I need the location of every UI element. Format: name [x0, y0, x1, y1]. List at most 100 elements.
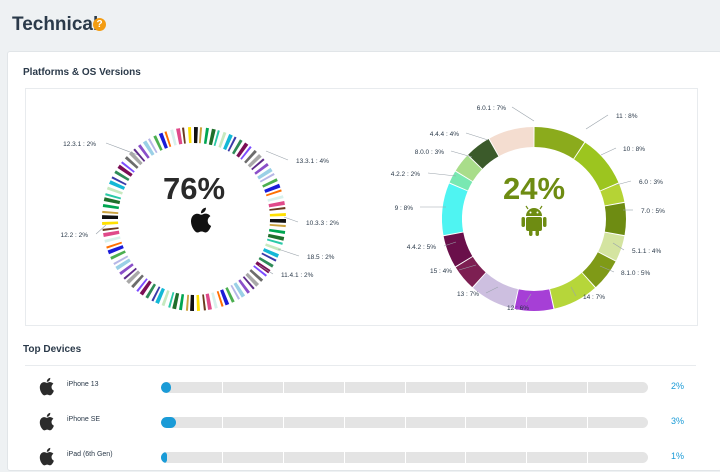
ios-slice[interactable]: [151, 286, 161, 302]
ios-slice[interactable]: [227, 136, 237, 152]
ios-slice[interactable]: [181, 127, 186, 144]
ios-slice[interactable]: [142, 140, 155, 156]
ios-slice[interactable]: [251, 158, 265, 171]
ios-slice[interactable]: [202, 294, 207, 311]
ios-slice[interactable]: [102, 227, 119, 232]
ios-slice[interactable]: [102, 204, 120, 210]
ios-slice[interactable]: [103, 197, 121, 205]
ios-slice[interactable]: [265, 189, 282, 197]
ios-slice[interactable]: [220, 289, 230, 306]
ios-slice[interactable]: [117, 164, 133, 177]
ios-slice[interactable]: [269, 212, 286, 217]
android-slice-10[interactable]: [574, 142, 619, 191]
ios-slice[interactable]: [139, 280, 152, 296]
ios-slice[interactable]: [106, 241, 123, 249]
ios-slice[interactable]: [268, 228, 286, 234]
ios-slice[interactable]: [264, 183, 281, 193]
ios-slice[interactable]: [121, 161, 135, 173]
android-slice-11[interactable]: [534, 127, 585, 159]
ios-slice[interactable]: [247, 153, 262, 168]
ios-slice[interactable]: [111, 176, 127, 186]
ios-slice[interactable]: [136, 278, 148, 292]
ios-slice[interactable]: [216, 290, 224, 307]
ios-slice[interactable]: [115, 258, 131, 271]
ios-slice[interactable]: [137, 144, 150, 159]
ios-slice[interactable]: [254, 162, 269, 175]
ios-slice[interactable]: [131, 274, 144, 289]
ios-slice[interactable]: [232, 139, 243, 155]
device-row[interactable]: iPad (6th Gen) 1%: [25, 442, 696, 472]
android-slice-4.2.2[interactable]: [449, 171, 473, 191]
ios-slice[interactable]: [267, 233, 285, 241]
ios-slice[interactable]: [190, 294, 194, 311]
ios-slice[interactable]: [155, 287, 165, 304]
ios-slice[interactable]: [104, 236, 121, 243]
ios-slice[interactable]: [185, 294, 190, 311]
ios-slice[interactable]: [242, 276, 255, 290]
ios-slice[interactable]: [196, 294, 201, 311]
ios-slice[interactable]: [269, 206, 286, 211]
ios-slice[interactable]: [168, 291, 175, 308]
ios-slice[interactable]: [153, 135, 163, 151]
ios-slice[interactable]: [269, 223, 286, 228]
android-slice-15[interactable]: [455, 256, 486, 288]
ios-slice[interactable]: [124, 156, 139, 169]
ios-slice[interactable]: [233, 282, 246, 298]
ios-slice[interactable]: [205, 293, 212, 310]
ios-slice[interactable]: [208, 128, 216, 146]
android-slice-6.0[interactable]: [600, 183, 625, 206]
ios-slice[interactable]: [238, 279, 251, 294]
android-slice-4.4.2[interactable]: [443, 232, 473, 267]
ios-slice[interactable]: [103, 230, 120, 237]
help-icon[interactable]: ?: [93, 18, 106, 31]
ios-slice[interactable]: [170, 129, 177, 146]
ios-slice[interactable]: [114, 170, 130, 181]
ios-slice[interactable]: [102, 210, 119, 215]
ios-slice[interactable]: [265, 243, 282, 252]
ios-slice[interactable]: [236, 142, 249, 158]
ios-slice[interactable]: [126, 270, 141, 285]
ios-slice[interactable]: [158, 132, 168, 149]
android-slice-7.0[interactable]: [604, 202, 627, 236]
ios-slice[interactable]: [211, 292, 218, 309]
ios-slice[interactable]: [105, 193, 122, 200]
android-slice-9[interactable]: [442, 183, 468, 236]
device-row[interactable]: iPhone 13 2%: [25, 372, 696, 402]
ios-slice[interactable]: [187, 127, 192, 144]
ios-slice[interactable]: [268, 201, 285, 208]
ios-slice[interactable]: [109, 180, 126, 190]
ios-slice[interactable]: [223, 134, 233, 151]
android-slice-4.4.4[interactable]: [468, 139, 499, 169]
ios-slice[interactable]: [179, 293, 185, 311]
ios-slice[interactable]: [128, 151, 143, 166]
ios-slice[interactable]: [161, 290, 170, 307]
ios-slice[interactable]: [110, 250, 126, 260]
ios-slice[interactable]: [198, 127, 203, 144]
ios-slice[interactable]: [267, 195, 284, 202]
ios-slice[interactable]: [148, 138, 158, 154]
ios-slice[interactable]: [106, 186, 123, 195]
ios-slice[interactable]: [194, 127, 198, 144]
ios-slice[interactable]: [262, 178, 278, 188]
android-slice-14[interactable]: [473, 272, 518, 309]
device-row[interactable]: iPhone SE 3%: [25, 407, 696, 437]
ios-slice[interactable]: [176, 128, 183, 145]
android-slice-8.1.0[interactable]: [582, 252, 616, 288]
ios-slice[interactable]: [119, 263, 134, 276]
ios-slice[interactable]: [261, 252, 277, 262]
ios-slice[interactable]: [113, 255, 129, 265]
ios-slice[interactable]: [107, 245, 124, 255]
ios-slice[interactable]: [240, 146, 252, 160]
ios-slice[interactable]: [102, 221, 119, 226]
ios-slice[interactable]: [102, 215, 119, 219]
android-slice-5.1.1[interactable]: [598, 232, 625, 261]
ios-slice[interactable]: [258, 257, 274, 268]
ios-slice[interactable]: [203, 127, 209, 145]
ios-slice[interactable]: [244, 149, 257, 164]
ios-slice[interactable]: [269, 219, 286, 223]
ios-slice[interactable]: [123, 267, 137, 280]
ios-slice[interactable]: [164, 131, 172, 148]
ios-slice[interactable]: [249, 269, 264, 282]
android-slice-6.0.1[interactable]: [489, 127, 534, 157]
ios-slice[interactable]: [266, 238, 283, 245]
